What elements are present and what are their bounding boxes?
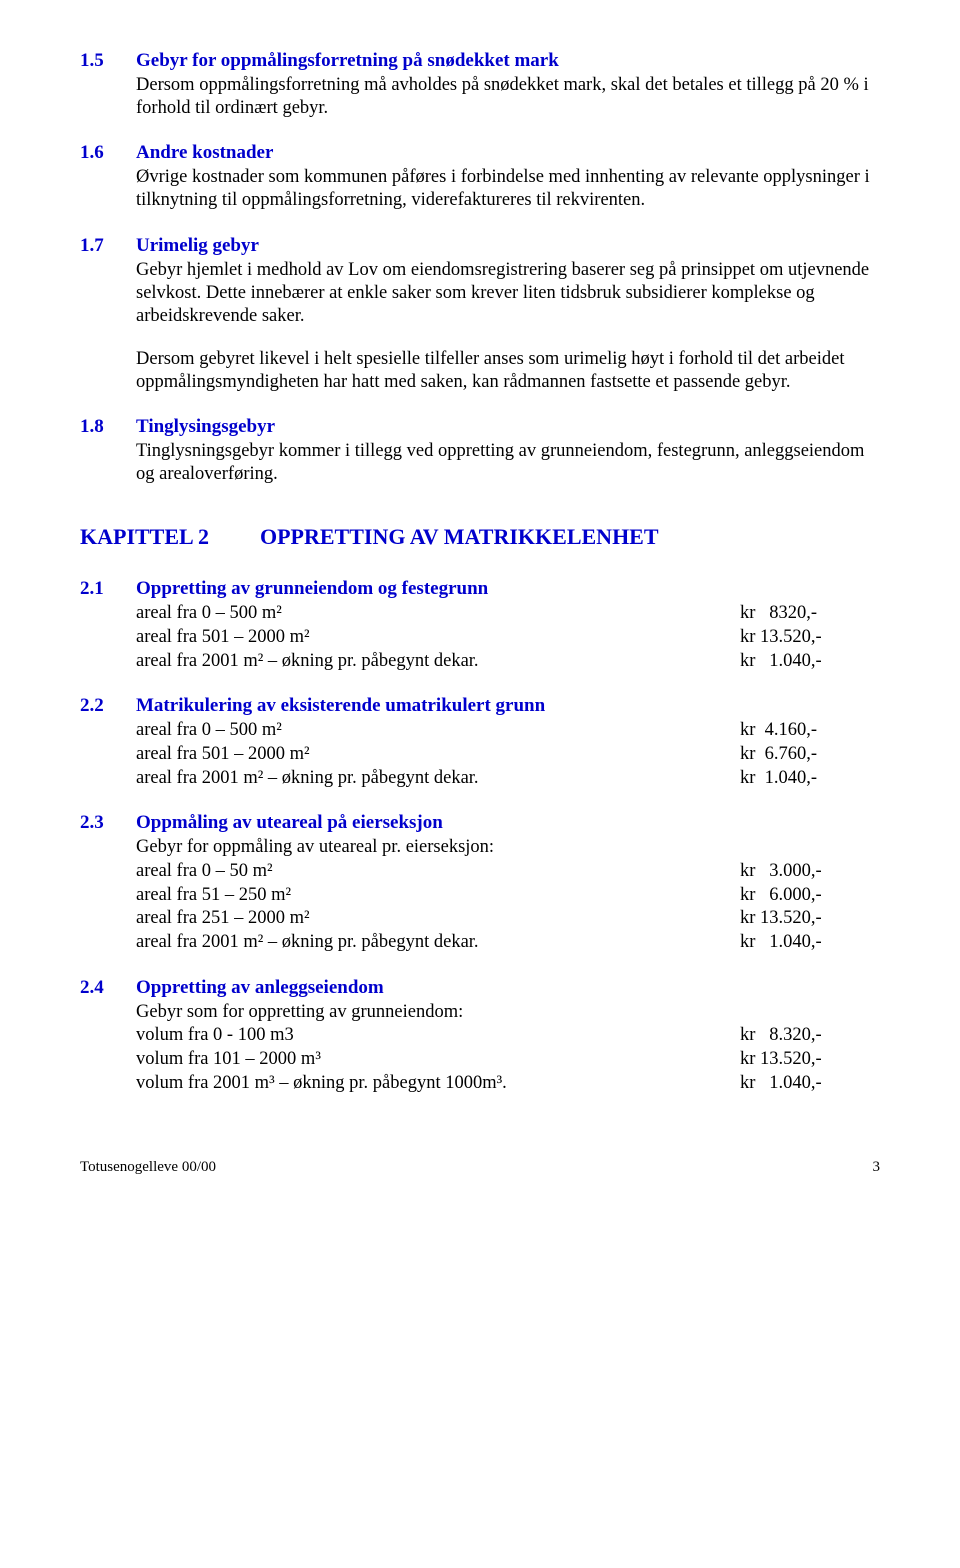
- table-row: areal fra 0 – 500 m²kr 8320,-: [136, 602, 880, 626]
- section-1-5: 1.5 Gebyr for oppmålingsforretning på sn…: [80, 50, 880, 120]
- table-row: areal fra 501 – 2000 m²kr 13.520,-: [136, 626, 880, 650]
- section-title: Matrikulering av eksisterende umatrikule…: [136, 695, 545, 717]
- fee-label: areal fra 0 – 500 m²: [136, 602, 740, 626]
- section-body: Dersom oppmålingsforretning må avholdes …: [136, 74, 880, 120]
- table-row: areal fra 501 – 2000 m²kr 6.760,-: [136, 743, 880, 767]
- section-2-1: 2.1 Oppretting av grunneiendom og festeg…: [80, 578, 880, 673]
- fee-label: areal fra 0 – 50 m²: [136, 860, 740, 884]
- section-title: Andre kostnader: [136, 142, 273, 164]
- fee-table: areal fra 0 – 500 m²kr 8320,- areal fra …: [136, 602, 880, 673]
- section-number: 2.3: [80, 812, 136, 834]
- fee-label: areal fra 51 – 250 m²: [136, 884, 740, 908]
- footer-left: Totusenogelleve 00/00: [80, 1159, 216, 1176]
- page-footer: Totusenogelleve 00/00 3: [80, 1159, 880, 1176]
- section-heading: 2.1 Oppretting av grunneiendom og festeg…: [80, 578, 880, 600]
- fee-label: areal fra 0 – 500 m²: [136, 719, 740, 743]
- fee-label: areal fra 501 – 2000 m²: [136, 626, 740, 650]
- fee-amount: kr 13.520,-: [740, 1048, 880, 1072]
- section-number: 1.5: [80, 50, 136, 72]
- chapter-label: KAPITTEL 2: [80, 524, 260, 550]
- table-row: areal fra 2001 m² – økning pr. påbegynt …: [136, 767, 880, 791]
- table-row: areal fra 51 – 250 m²kr 6.000,-: [136, 884, 880, 908]
- fee-label: areal fra 501 – 2000 m²: [136, 743, 740, 767]
- section-heading: 1.8 Tinglysingsgebyr: [80, 416, 880, 438]
- fee-label: areal fra 2001 m² – økning pr. påbegynt …: [136, 650, 740, 674]
- table-row: volum fra 101 – 2000 m³kr 13.520,-: [136, 1048, 880, 1072]
- section-title: Oppretting av anleggseiendom: [136, 977, 384, 999]
- section-body: Tinglysningsgebyr kommer i tillegg ved o…: [136, 440, 880, 486]
- section-intro: Gebyr som for oppretting av grunneiendom…: [136, 1001, 880, 1025]
- section-number: 1.6: [80, 142, 136, 164]
- fee-amount: kr 3.000,-: [740, 860, 880, 884]
- section-1-8: 1.8 Tinglysingsgebyr Tinglysningsgebyr k…: [80, 416, 880, 486]
- table-row: areal fra 251 – 2000 m²kr 13.520,-: [136, 907, 880, 931]
- paragraph: Dersom gebyret likevel i helt spesielle …: [136, 348, 880, 394]
- chapter-heading: KAPITTEL 2 OPPRETTING AV MATRIKKELENHET: [80, 524, 880, 550]
- section-number: 2.1: [80, 578, 136, 600]
- fee-amount: kr 1.040,-: [740, 1072, 880, 1096]
- fee-label: volum fra 2001 m³ – økning pr. påbegynt …: [136, 1072, 740, 1096]
- fee-amount: kr 8320,-: [740, 602, 880, 626]
- section-number: 1.7: [80, 235, 136, 257]
- table-row: areal fra 2001 m² – økning pr. påbegynt …: [136, 650, 880, 674]
- fee-label: volum fra 0 - 100 m3: [136, 1024, 740, 1048]
- section-1-7: 1.7 Urimelig gebyr Gebyr hjemlet i medho…: [80, 235, 880, 395]
- section-heading: 1.6 Andre kostnader: [80, 142, 880, 164]
- section-2-4: 2.4 Oppretting av anleggseiendom Gebyr s…: [80, 977, 880, 1096]
- table-row: areal fra 0 – 50 m²kr 3.000,-: [136, 860, 880, 884]
- fee-amount: kr 1.040,-: [740, 931, 880, 955]
- fee-amount: kr 1.040,-: [740, 767, 880, 791]
- section-title: Tinglysingsgebyr: [136, 416, 275, 438]
- table-row: areal fra 2001 m² – økning pr. påbegynt …: [136, 931, 880, 955]
- section-1-6: 1.6 Andre kostnader Øvrige kostnader som…: [80, 142, 880, 212]
- fee-label: areal fra 251 – 2000 m²: [136, 907, 740, 931]
- section-heading: 1.7 Urimelig gebyr: [80, 235, 880, 257]
- section-heading: 2.2 Matrikulering av eksisterende umatri…: [80, 695, 880, 717]
- section-title: Oppretting av grunneiendom og festegrunn: [136, 578, 488, 600]
- section-body: Gebyr hjemlet i medhold av Lov om eiendo…: [136, 259, 880, 395]
- section-intro: Gebyr for oppmåling av uteareal pr. eier…: [136, 836, 880, 860]
- fee-label: volum fra 101 – 2000 m³: [136, 1048, 740, 1072]
- fee-label: areal fra 2001 m² – økning pr. påbegynt …: [136, 767, 740, 791]
- section-2-3: 2.3 Oppmåling av uteareal på eierseksjon…: [80, 812, 880, 954]
- section-2-2: 2.2 Matrikulering av eksisterende umatri…: [80, 695, 880, 790]
- section-number: 1.8: [80, 416, 136, 438]
- chapter-title: OPPRETTING AV MATRIKKELENHET: [260, 524, 659, 550]
- section-heading: 2.3 Oppmåling av uteareal på eierseksjon: [80, 812, 880, 834]
- section-number: 2.4: [80, 977, 136, 999]
- section-heading: 2.4 Oppretting av anleggseiendom: [80, 977, 880, 999]
- fee-amount: kr 4.160,-: [740, 719, 880, 743]
- fee-table: areal fra 0 – 50 m²kr 3.000,- areal fra …: [136, 860, 880, 955]
- fee-amount: kr 1.040,-: [740, 650, 880, 674]
- fee-label: areal fra 2001 m² – økning pr. påbegynt …: [136, 931, 740, 955]
- fee-table: areal fra 0 – 500 m²kr 4.160,- areal fra…: [136, 719, 880, 790]
- section-title: Urimelig gebyr: [136, 235, 259, 257]
- section-body: Øvrige kostnader som kommunen påføres i …: [136, 166, 880, 212]
- fee-amount: kr 6.760,-: [740, 743, 880, 767]
- fee-amount: kr 13.520,-: [740, 626, 880, 650]
- section-title: Oppmåling av uteareal på eierseksjon: [136, 812, 443, 834]
- section-title: Gebyr for oppmålingsforretning på snødek…: [136, 50, 559, 72]
- fee-table: volum fra 0 - 100 m3kr 8.320,- volum fra…: [136, 1024, 880, 1095]
- page-number: 3: [873, 1159, 881, 1176]
- table-row: areal fra 0 – 500 m²kr 4.160,-: [136, 719, 880, 743]
- fee-amount: kr 13.520,-: [740, 907, 880, 931]
- section-heading: 1.5 Gebyr for oppmålingsforretning på sn…: [80, 50, 880, 72]
- fee-amount: kr 8.320,-: [740, 1024, 880, 1048]
- table-row: volum fra 0 - 100 m3kr 8.320,-: [136, 1024, 880, 1048]
- fee-amount: kr 6.000,-: [740, 884, 880, 908]
- table-row: volum fra 2001 m³ – økning pr. påbegynt …: [136, 1072, 880, 1096]
- paragraph: Gebyr hjemlet i medhold av Lov om eiendo…: [136, 259, 880, 328]
- section-number: 2.2: [80, 695, 136, 717]
